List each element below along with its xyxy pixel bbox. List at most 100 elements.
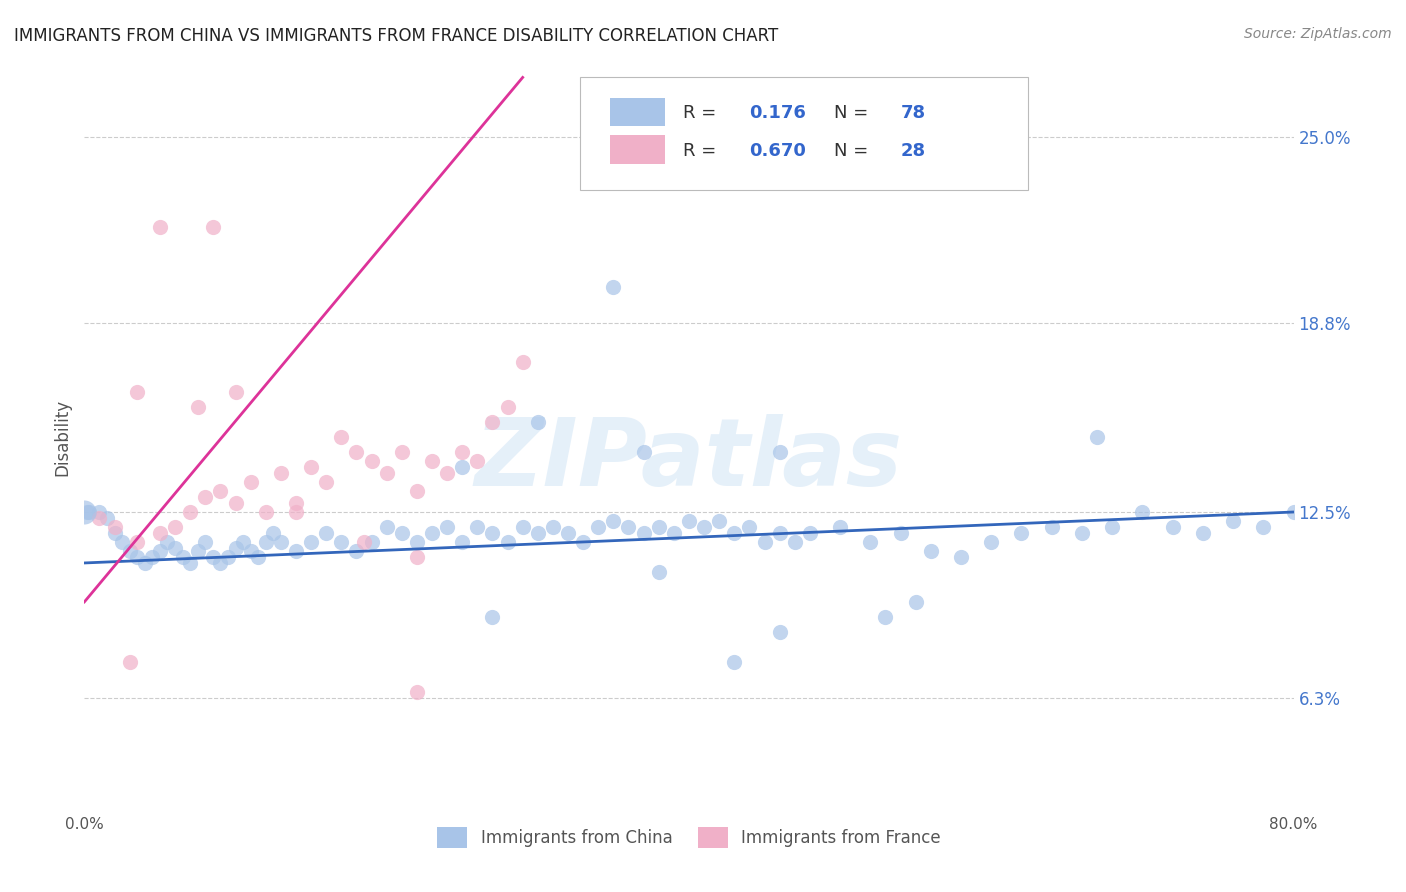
Point bbox=[179, 556, 201, 570]
Point bbox=[709, 514, 731, 528]
Point bbox=[420, 526, 443, 541]
Point bbox=[104, 520, 127, 534]
Point bbox=[633, 445, 655, 459]
Y-axis label: Disability: Disability bbox=[53, 399, 72, 475]
Point bbox=[149, 544, 172, 558]
Point bbox=[436, 466, 458, 480]
Point bbox=[678, 514, 700, 528]
Point bbox=[149, 526, 172, 541]
Legend: Immigrants from China, Immigrants from France: Immigrants from China, Immigrants from F… bbox=[429, 819, 949, 855]
Point bbox=[1085, 430, 1108, 444]
Point bbox=[1253, 520, 1275, 534]
Point bbox=[420, 454, 443, 468]
Point bbox=[769, 445, 792, 459]
Point bbox=[541, 520, 564, 534]
Point bbox=[904, 595, 927, 609]
Point bbox=[232, 535, 254, 549]
Point bbox=[346, 544, 368, 558]
Point bbox=[769, 526, 792, 541]
Point bbox=[165, 541, 187, 555]
Point bbox=[96, 511, 118, 525]
Point bbox=[254, 535, 277, 549]
Point bbox=[1011, 526, 1033, 541]
Point bbox=[467, 454, 489, 468]
Point bbox=[496, 535, 519, 549]
Point bbox=[783, 535, 806, 549]
Text: 0.670: 0.670 bbox=[749, 142, 806, 160]
Point bbox=[270, 466, 292, 480]
Point bbox=[375, 466, 398, 480]
Point bbox=[375, 520, 398, 534]
Point bbox=[89, 505, 111, 519]
Point bbox=[172, 549, 194, 564]
Point bbox=[572, 535, 595, 549]
Point bbox=[1222, 514, 1244, 528]
Point bbox=[285, 496, 308, 510]
Point bbox=[201, 220, 224, 235]
Point bbox=[134, 556, 156, 570]
Point bbox=[648, 565, 671, 579]
Point bbox=[73, 505, 96, 519]
Point bbox=[633, 526, 655, 541]
Point bbox=[1192, 526, 1215, 541]
Point bbox=[451, 535, 474, 549]
Point bbox=[1071, 526, 1094, 541]
Point bbox=[201, 549, 224, 564]
Point bbox=[859, 535, 882, 549]
Point bbox=[254, 505, 277, 519]
Point bbox=[225, 541, 247, 555]
Point bbox=[225, 496, 247, 510]
Point bbox=[127, 535, 149, 549]
Point bbox=[194, 490, 217, 504]
Point bbox=[330, 430, 353, 444]
Point bbox=[588, 520, 610, 534]
Point bbox=[285, 505, 308, 519]
Point bbox=[187, 400, 209, 414]
Point bbox=[353, 535, 375, 549]
Point bbox=[875, 610, 897, 624]
Point bbox=[360, 454, 382, 468]
Point bbox=[406, 535, 429, 549]
Point bbox=[920, 544, 942, 558]
Point bbox=[754, 535, 776, 549]
Point bbox=[602, 514, 624, 528]
Point bbox=[406, 549, 429, 564]
FancyBboxPatch shape bbox=[581, 78, 1028, 190]
Point bbox=[406, 483, 429, 498]
Point bbox=[738, 520, 761, 534]
Point bbox=[299, 535, 322, 549]
Point bbox=[270, 535, 292, 549]
Text: ZIPatlas: ZIPatlas bbox=[475, 414, 903, 506]
Point bbox=[239, 544, 262, 558]
Point bbox=[360, 535, 382, 549]
Text: 28: 28 bbox=[901, 142, 925, 160]
Point bbox=[118, 544, 141, 558]
Point bbox=[436, 520, 458, 534]
Point bbox=[527, 415, 550, 429]
Point bbox=[285, 544, 308, 558]
Point bbox=[111, 535, 134, 549]
Point bbox=[239, 475, 262, 489]
Point bbox=[149, 220, 172, 235]
Point bbox=[602, 280, 624, 294]
Point bbox=[391, 445, 413, 459]
Point bbox=[127, 385, 149, 400]
Point bbox=[1040, 520, 1063, 534]
Point bbox=[451, 445, 474, 459]
Point bbox=[481, 610, 503, 624]
Point bbox=[225, 385, 247, 400]
Point bbox=[451, 460, 474, 475]
Text: Source: ZipAtlas.com: Source: ZipAtlas.com bbox=[1244, 27, 1392, 41]
Point bbox=[512, 520, 534, 534]
Point bbox=[209, 556, 232, 570]
Point bbox=[830, 520, 852, 534]
Point bbox=[315, 526, 337, 541]
Point bbox=[1101, 520, 1123, 534]
Point bbox=[104, 526, 127, 541]
Point bbox=[799, 526, 821, 541]
Point bbox=[496, 400, 519, 414]
Text: 78: 78 bbox=[901, 104, 925, 122]
Point bbox=[481, 415, 503, 429]
Point bbox=[527, 526, 550, 541]
Point bbox=[330, 535, 353, 549]
